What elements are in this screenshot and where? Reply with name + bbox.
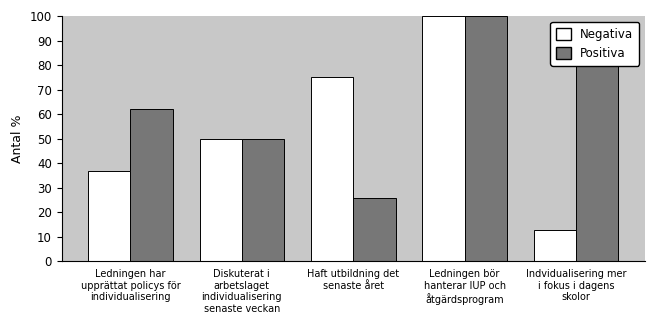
- Bar: [422, 16, 464, 261]
- Bar: [131, 109, 173, 261]
- Legend: Negativa, Positiva: Negativa, Positiva: [550, 22, 639, 66]
- Bar: [534, 229, 576, 261]
- Bar: [199, 139, 242, 261]
- Bar: [311, 77, 354, 261]
- Bar: [464, 16, 507, 261]
- Y-axis label: Antal %: Antal %: [11, 114, 24, 163]
- Bar: [576, 48, 619, 261]
- Bar: [88, 171, 131, 261]
- Bar: [354, 198, 396, 261]
- Bar: [242, 139, 284, 261]
